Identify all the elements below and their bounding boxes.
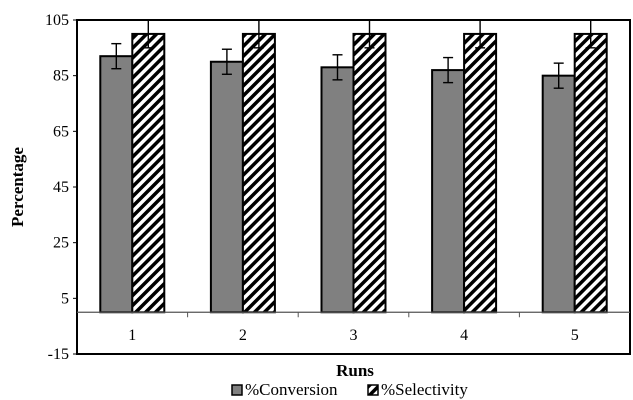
bar-conversion [99, 55, 134, 314]
bar-conversion [431, 69, 466, 314]
x-tick-label: 1 [128, 327, 136, 344]
y-tick-label: 25 [53, 235, 69, 252]
legend-swatch [367, 384, 379, 396]
plot-area [99, 19, 608, 314]
bar-conversion [209, 60, 244, 314]
legend-label: %Selectivity [381, 380, 468, 399]
y-tick-label: 5 [61, 290, 69, 307]
x-tick-label: 5 [571, 327, 579, 344]
x-tick-label: 2 [239, 327, 247, 344]
bar-selectivity [573, 32, 608, 314]
legend: %Conversion %Selectivity [231, 380, 468, 399]
x-tick-label: 3 [350, 327, 358, 344]
bar-selectivity [352, 32, 387, 314]
bar-selectivity [241, 32, 276, 314]
y-tick-label: 45 [53, 179, 69, 196]
y-tick-label: 85 [53, 68, 69, 85]
legend-label: %Conversion [245, 380, 338, 399]
bar-conversion [541, 74, 576, 314]
y-tick-label: -15 [48, 346, 69, 363]
bar-selectivity [463, 32, 498, 314]
x-tick-label: 4 [460, 327, 468, 344]
legend-swatch [231, 384, 243, 396]
y-axis-title: Percentage [8, 147, 27, 227]
x-axis-title: Runs [336, 361, 374, 380]
bar-selectivity [131, 32, 166, 314]
y-tick-label: 65 [53, 123, 69, 140]
bar-conversion [320, 66, 355, 314]
y-tick-label: 105 [45, 12, 69, 29]
